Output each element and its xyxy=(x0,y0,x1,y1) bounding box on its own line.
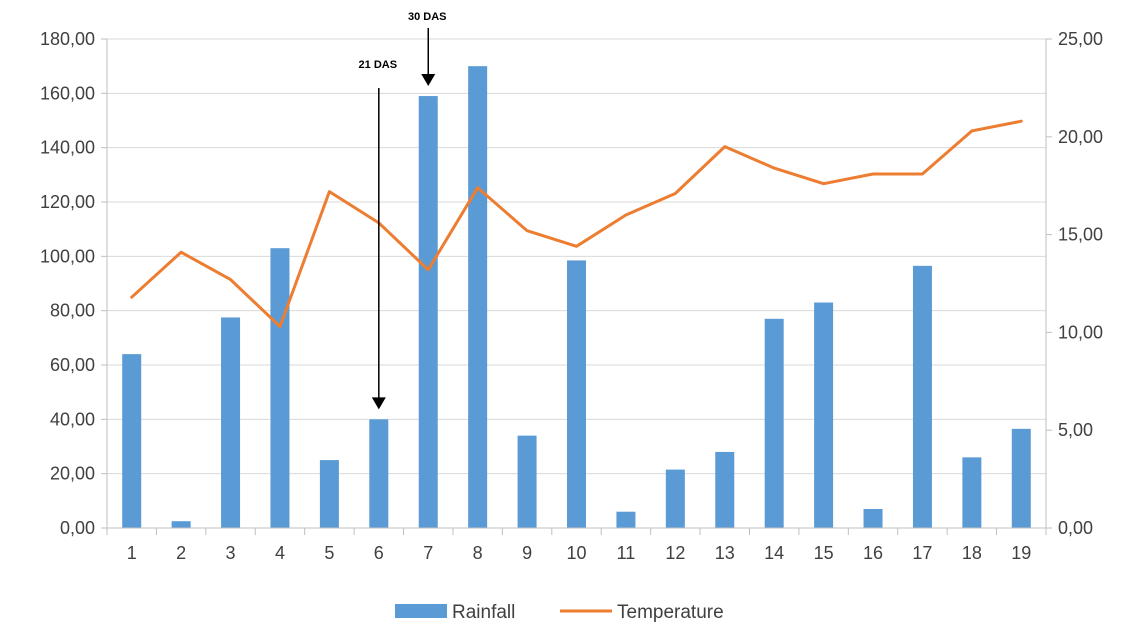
x-axis-tick-label: 13 xyxy=(715,543,735,563)
legend-swatch-rainfall xyxy=(395,604,447,618)
left-axis-tick-label: 80,00 xyxy=(50,301,95,321)
rainfall-bar xyxy=(567,260,586,528)
x-axis-tick-labels: 1 2 3 4 5 6 7 8 9 10 11 12 13 14 15 16 17 18 19 xyxy=(127,543,1032,563)
x-axis-tick-label: 7 xyxy=(423,543,433,563)
left-axis-tick-label: 0,00 xyxy=(60,518,95,538)
x-axis-tick-label: 1 xyxy=(127,543,137,563)
x-axis-tick-label: 3 xyxy=(226,543,236,563)
left-axis-tick-label: 20,00 xyxy=(50,464,95,484)
left-axis-tick-label: 60,00 xyxy=(50,355,95,375)
rainfall-bar xyxy=(468,66,488,529)
rainfall-bar xyxy=(715,451,735,528)
rainfall-bar xyxy=(418,96,438,529)
right-axis-tick-labels: 0,00 5,00 10,00 15,00 20,00 25,00 xyxy=(1058,29,1103,538)
x-axis-tick-label: 10 xyxy=(566,543,586,563)
x-axis-tick-label: 4 xyxy=(275,543,285,563)
temperature-line xyxy=(130,119,1023,328)
left-axis-tick-label: 100,00 xyxy=(40,246,95,266)
right-axis-tick-label: 25,00 xyxy=(1058,29,1103,49)
left-axis-tick-label: 160,00 xyxy=(40,83,95,103)
x-axis-tick-label: 19 xyxy=(1011,543,1031,563)
legend: Rainfall Temperature xyxy=(395,602,724,623)
x-axis-tick-label: 5 xyxy=(324,543,334,563)
x-axis-tick-label: 9 xyxy=(522,543,532,563)
x-axis-tick-label: 8 xyxy=(473,543,483,563)
annotation-arrow-head xyxy=(421,74,436,87)
right-axis-tick-label: 0,00 xyxy=(1058,518,1093,538)
legend-label-rainfall: Rainfall xyxy=(452,602,515,623)
rainfall-bar xyxy=(962,457,982,528)
rainfall-bar xyxy=(665,469,685,528)
right-axis-tick-label: 20,00 xyxy=(1058,127,1103,147)
x-axis-tick-label: 12 xyxy=(665,543,685,563)
annotations: 21 DAS 30 DAS xyxy=(359,11,447,410)
left-axis-tick-label: 140,00 xyxy=(40,138,95,158)
annotation-label: 30 DAS xyxy=(408,11,447,23)
left-axis-tick-labels: 0,00 20,00 40,00 60,00 80,00 100,00 120,00 140,… xyxy=(40,29,95,538)
x-axis-tick-label: 18 xyxy=(962,543,982,563)
x-axis-tick-label: 6 xyxy=(374,543,384,563)
rainfall-bar xyxy=(863,508,883,528)
x-axis-tick-label: 11 xyxy=(617,543,636,563)
rainfall-bar xyxy=(122,354,142,528)
left-axis-tick-label: 120,00 xyxy=(40,192,95,212)
rainfall-bar xyxy=(517,435,537,528)
right-axis-tick-label: 15,00 xyxy=(1058,225,1103,245)
annotation-arrow-head xyxy=(371,397,386,410)
x-axis-tick-label: 15 xyxy=(814,543,834,563)
rainfall-bar xyxy=(764,318,784,528)
annotation-label: 21 DAS xyxy=(359,59,398,71)
x-axis-tick-label: 2 xyxy=(176,543,186,563)
rainfall-bar xyxy=(171,521,191,528)
legend-label-temperature: Temperature xyxy=(617,602,724,623)
x-axis-tick-label: 16 xyxy=(863,543,883,563)
right-axis-tick-label: 10,00 xyxy=(1058,322,1103,342)
rainfall-bar xyxy=(1011,428,1031,528)
right-axis-tick-label: 5,00 xyxy=(1058,420,1093,440)
temperature-series-line xyxy=(130,119,1023,328)
x-axis-tick-label: 17 xyxy=(912,543,932,563)
rainfall-bar xyxy=(270,248,290,528)
rainfall-bar xyxy=(319,460,339,528)
rainfall-bar xyxy=(912,265,932,528)
x-axis-tick-label: 14 xyxy=(764,543,784,563)
axes xyxy=(101,38,1052,535)
rainfall-bars xyxy=(122,66,1031,529)
rainfall-bar xyxy=(616,511,636,528)
rainfall-bar xyxy=(369,419,389,528)
left-axis-tick-label: 40,00 xyxy=(50,409,95,429)
rainfall-bar xyxy=(814,302,834,528)
rainfall-bar xyxy=(221,317,241,528)
left-axis-tick-label: 180,00 xyxy=(40,29,95,49)
